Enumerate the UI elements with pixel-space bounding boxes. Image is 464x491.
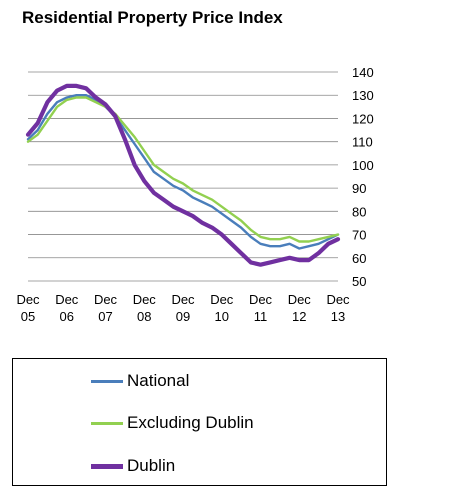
y-tick-label: 120 [352,111,374,126]
legend-label: Excluding Dublin [127,413,254,432]
x-tick-label: Dec 11 [249,292,273,324]
legend-item: Dublin [91,454,175,478]
y-tick-label: 130 [352,88,374,103]
series-line-dublin [25,83,341,267]
x-tick-label: Dec 10 [210,292,234,324]
x-tick-label: Dec 12 [288,292,312,324]
x-tick-label: Dec 05 [16,292,40,324]
legend-swatch [91,421,123,425]
y-tick-label: 100 [352,158,374,173]
legend-item: Excluding Dublin [91,411,254,435]
y-tick-label: 50 [352,274,366,289]
y-tick-label: 70 [352,228,366,243]
x-tick-label: Dec 13 [326,292,350,324]
legend-item: National [91,369,189,393]
legend: National Excluding Dublin Dublin [12,358,387,486]
gridlines [28,71,338,282]
legend-label: Dublin [127,456,176,475]
legend-label: National [127,371,190,390]
x-tick-label: Dec 08 [133,292,157,324]
x-tick-label: Dec 07 [94,292,118,324]
series-lines [25,83,341,267]
x-tick-label: Dec 09 [171,292,195,324]
x-tick-label: Dec 06 [55,292,79,324]
y-tick-label: 80 [352,204,366,219]
y-tick-label: 110 [352,135,373,150]
y-axis: 50 60 70 80 90 100 110 120 130 140 [352,65,374,289]
x-axis: Dec 05 Dec 06 Dec 07 Dec 08 Dec 09 Dec 10 Dec 11 Dec 12… [16,292,350,324]
y-tick-label: 60 [352,251,366,266]
legend-swatch [91,463,123,469]
chart-title: Residential Property Price Index [22,8,283,27]
y-tick-label: 140 [352,65,374,80]
y-tick-label: 90 [352,181,366,196]
series-line-excluding-dublin [26,96,340,243]
series-line-national [26,94,340,250]
legend-swatch [91,379,123,383]
